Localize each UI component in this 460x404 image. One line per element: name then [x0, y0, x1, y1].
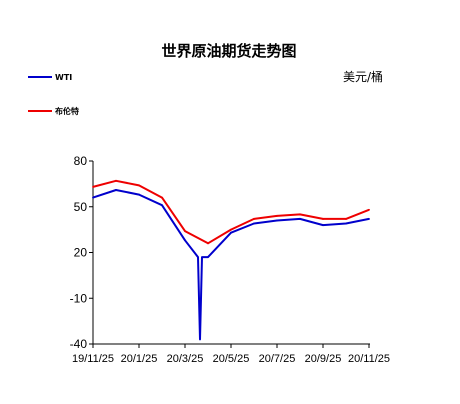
axes — [92, 161, 370, 345]
data-point — [92, 196, 94, 199]
x-tick-label: 19/11/25 — [72, 353, 114, 365]
data-point — [161, 204, 163, 207]
data-point — [207, 242, 209, 245]
x-tick-label: 20/1/25 — [121, 353, 158, 365]
data-point — [299, 218, 301, 220]
x-tick-label: 20/7/25 — [259, 353, 296, 365]
data-point — [368, 208, 370, 211]
data-point — [184, 239, 186, 242]
y-ticks: 80 50 20 -10 -40 — [70, 154, 93, 351]
data-point — [345, 222, 347, 225]
data-point — [322, 218, 324, 220]
unit-label: 美元/桶 — [343, 69, 383, 84]
data-point — [368, 218, 370, 220]
y-tick-label: -40 — [70, 337, 88, 351]
x-tick-label: 20/11/25 — [348, 353, 390, 365]
data-point — [299, 213, 301, 216]
data-point — [92, 186, 94, 188]
data-point — [138, 184, 140, 187]
data-point — [253, 218, 255, 220]
series-lines — [92, 179, 370, 341]
legend-label-brent: 布伦特 — [54, 106, 79, 116]
x-tick-label: 20/5/25 — [213, 353, 250, 365]
legend: WTI 布伦特 — [28, 73, 79, 116]
data-point — [184, 230, 186, 233]
y-tick-label: -10 — [70, 291, 88, 305]
y-tick-label: 50 — [74, 200, 88, 214]
data-point — [207, 256, 209, 258]
data-point — [115, 189, 117, 191]
data-point — [115, 179, 117, 182]
data-point — [230, 231, 232, 234]
y-tick-label: 80 — [74, 154, 88, 168]
data-point — [230, 228, 232, 231]
x-ticks: 19/11/25 20/1/25 20/3/25 20/5/25 20/7/25 20/9… — [72, 344, 390, 365]
data-point — [322, 224, 324, 226]
data-point — [345, 218, 347, 220]
legend-label-wti: WTI — [55, 73, 72, 82]
data-point — [276, 219, 278, 222]
series-line-wti — [92, 189, 370, 341]
x-tick-label: 20/9/25 — [305, 353, 342, 365]
chart-title: 世界原油期货走势图 — [161, 42, 296, 60]
x-tick-label: 20/3/25 — [167, 353, 204, 365]
data-point — [253, 222, 255, 225]
data-point — [138, 193, 140, 196]
y-tick-label: 20 — [74, 246, 88, 260]
data-point — [276, 215, 278, 217]
data-point — [161, 196, 163, 199]
